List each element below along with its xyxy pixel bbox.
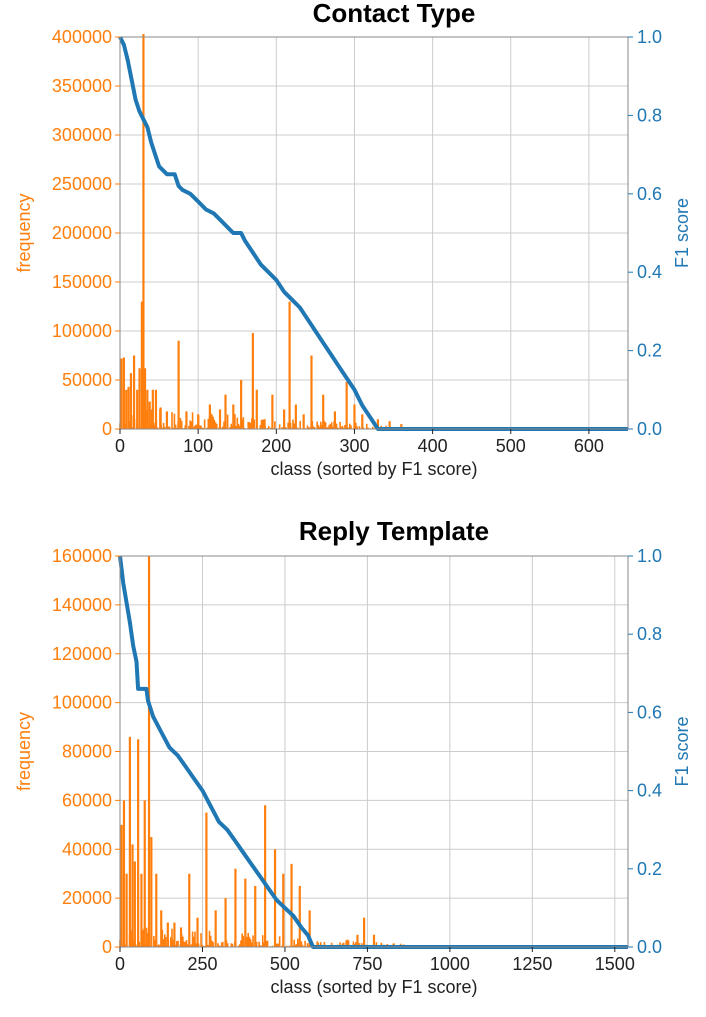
y-tick-label: 0 xyxy=(102,937,112,957)
x-tick-label: 200 xyxy=(261,436,291,456)
x-tick-label: 500 xyxy=(496,436,526,456)
y-axis-label: frequency xyxy=(14,193,34,272)
y-tick-label: 350000 xyxy=(52,76,112,96)
y-tick-label: 200000 xyxy=(52,223,112,243)
x-tick-label: 1250 xyxy=(512,954,552,974)
frequency-series xyxy=(119,34,403,429)
y-tick-label: 150000 xyxy=(52,272,112,292)
x-tick-label: 750 xyxy=(352,954,382,974)
x-tick-label: 0 xyxy=(115,436,125,456)
x-tick-label: 1500 xyxy=(595,954,635,974)
y-tick-label: 100000 xyxy=(52,693,112,713)
y2-axis-label: F1 score xyxy=(672,198,692,268)
y2-tick-label: 1.0 xyxy=(637,27,662,47)
y-tick-label: 40000 xyxy=(62,839,112,859)
x-tick-label: 100 xyxy=(183,436,213,456)
chart-title: Contact Type xyxy=(313,0,476,28)
y-tick-label: 120000 xyxy=(52,644,112,664)
x-tick-label: 300 xyxy=(339,436,369,456)
f1-score-line xyxy=(118,555,628,949)
y2-tick-label: 1.0 xyxy=(637,546,662,566)
frequency-series xyxy=(119,556,405,947)
x-tick-label: 250 xyxy=(187,954,217,974)
x-tick-label: 400 xyxy=(418,436,448,456)
y-tick-label: 140000 xyxy=(52,595,112,615)
y2-tick-label: 0.4 xyxy=(637,262,662,282)
y-tick-label: 300000 xyxy=(52,125,112,145)
y-tick-label: 20000 xyxy=(62,888,112,908)
y-tick-label: 0 xyxy=(102,419,112,439)
y2-tick-label: 0.6 xyxy=(637,702,662,722)
x-tick-label: 1000 xyxy=(430,954,470,974)
x-tick-label: 600 xyxy=(574,436,604,456)
y-tick-label: 80000 xyxy=(62,742,112,762)
chart-title: Reply Template xyxy=(299,516,489,546)
x-tick-label: 500 xyxy=(270,954,300,974)
y2-axis-label: F1 score xyxy=(672,716,692,786)
chart-1: 0 20000 40000 60000 80000 100000 120000 140000 1… xyxy=(14,516,692,997)
x-axis-label: class (sorted by F1 score) xyxy=(270,977,477,997)
y2-tick-label: 0.8 xyxy=(637,624,662,644)
x-tick-label: 0 xyxy=(115,954,125,974)
y-tick-label: 50000 xyxy=(62,370,112,390)
y2-tick-label: 0.6 xyxy=(637,184,662,204)
y-tick-label: 400000 xyxy=(52,27,112,47)
y-tick-label: 250000 xyxy=(52,174,112,194)
y2-tick-label: 0.2 xyxy=(637,859,662,879)
y2-tick-label: 0.8 xyxy=(637,105,662,125)
y2-tick-label: 0.0 xyxy=(637,937,662,957)
y-tick-label: 160000 xyxy=(52,546,112,566)
chart-0: 0 50000 100000 150000 200000 250000 300000 3500… xyxy=(14,0,692,479)
y2-tick-label: 0.4 xyxy=(637,781,662,801)
x-axis-label: class (sorted by F1 score) xyxy=(270,459,477,479)
y-tick-label: 100000 xyxy=(52,321,112,341)
y-tick-label: 60000 xyxy=(62,790,112,810)
y2-tick-label: 0.2 xyxy=(637,341,662,361)
y-axis-label: frequency xyxy=(14,712,34,791)
y2-tick-label: 0.0 xyxy=(637,419,662,439)
